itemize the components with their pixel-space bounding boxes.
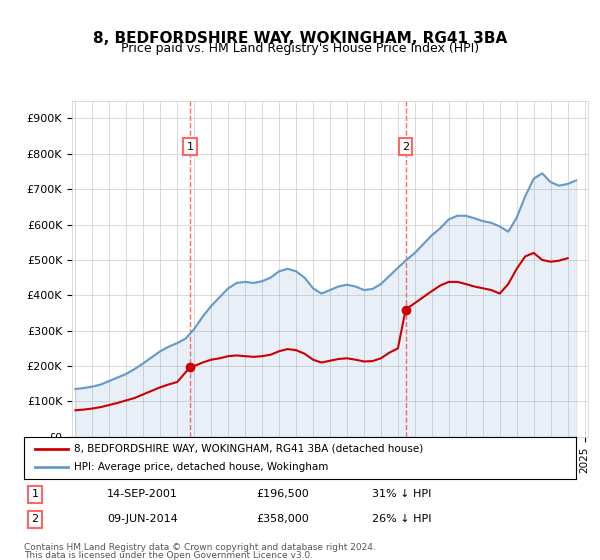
Text: Contains HM Land Registry data © Crown copyright and database right 2024.: Contains HM Land Registry data © Crown c… xyxy=(24,543,376,552)
Text: 1: 1 xyxy=(32,489,38,499)
Text: 2: 2 xyxy=(31,515,38,524)
Text: HPI: Average price, detached house, Wokingham: HPI: Average price, detached house, Woki… xyxy=(74,462,328,472)
Text: This data is licensed under the Open Government Licence v3.0.: This data is licensed under the Open Gov… xyxy=(24,551,313,560)
Text: Price paid vs. HM Land Registry's House Price Index (HPI): Price paid vs. HM Land Registry's House … xyxy=(121,42,479,55)
Text: 26% ↓ HPI: 26% ↓ HPI xyxy=(372,515,431,524)
Text: 2: 2 xyxy=(402,142,409,152)
Text: 8, BEDFORDSHIRE WAY, WOKINGHAM, RG41 3BA: 8, BEDFORDSHIRE WAY, WOKINGHAM, RG41 3BA xyxy=(93,31,507,46)
Text: 8, BEDFORDSHIRE WAY, WOKINGHAM, RG41 3BA (detached house): 8, BEDFORDSHIRE WAY, WOKINGHAM, RG41 3BA… xyxy=(74,444,423,454)
Text: 1: 1 xyxy=(187,142,193,152)
Text: 14-SEP-2001: 14-SEP-2001 xyxy=(107,489,178,499)
Text: £358,000: £358,000 xyxy=(256,515,308,524)
Text: £196,500: £196,500 xyxy=(256,489,308,499)
Text: 31% ↓ HPI: 31% ↓ HPI xyxy=(372,489,431,499)
Text: 09-JUN-2014: 09-JUN-2014 xyxy=(107,515,178,524)
